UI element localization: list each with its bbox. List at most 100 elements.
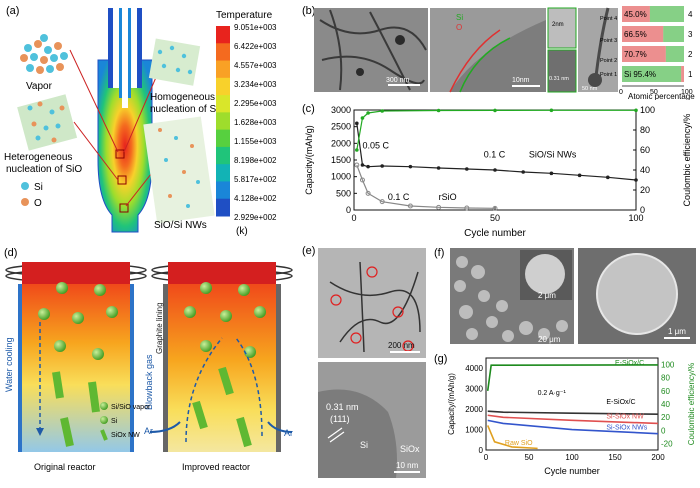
g-x-tick: 0 (484, 453, 489, 462)
x-axis-label: Cycle number (464, 228, 526, 239)
colorbar-segment (216, 198, 230, 217)
y-tick: 3000 (331, 105, 351, 115)
ar-right-label: Ar (284, 428, 293, 438)
series-line (356, 109, 636, 151)
g-series-line (487, 410, 659, 416)
atomic-bar-secondary (681, 66, 684, 82)
data-point (360, 163, 365, 167)
improved-reactor-label: Improved reactor (182, 462, 250, 472)
atomic-bar-index: 4 (688, 10, 693, 19)
scale-5: 50 nm (582, 86, 598, 92)
hetero-cluster (17, 94, 78, 151)
temperature-colorbar: 9.051e+003 6.422e+003 4.557e+003 3.234e+003… (216, 23, 277, 222)
g-label-s5: Raw SiO (505, 440, 533, 447)
improved-reactor (149, 262, 293, 452)
data-point (493, 108, 497, 113)
g-series-line (486, 425, 538, 450)
legend-vapor: Si/SiO vapor (111, 404, 151, 411)
g-y-label: Capacity/(mAh/g) (447, 373, 456, 435)
scale-1: 300 nm (386, 77, 410, 84)
colorbar-tick: 2.929e+002 (234, 213, 277, 222)
panel-b-figure: (b) 300 nm Si O 10nm 2nm 0.31 nm Point 4… (302, 5, 695, 101)
panel-c: (c) 3000 2500 2000 1500 1000 500 0 100 80 60 40 20 0… (300, 100, 700, 240)
data-point (436, 204, 442, 210)
atomic-bar-index: 1 (688, 70, 693, 79)
panel-e-label: (e) (302, 245, 315, 257)
pointer-line-2 (73, 121, 119, 181)
data-point (493, 168, 497, 172)
lattice-plane: (111) (330, 414, 350, 424)
g-label-s2: E-SiOx/C (606, 399, 635, 406)
g-rate: 0.2 A·g⁻¹ (538, 390, 567, 397)
label-si: Si (360, 440, 368, 450)
colorbar-segment (216, 43, 230, 62)
colorbar-segment (216, 60, 230, 79)
colorbar-title: Temperature (216, 10, 273, 21)
data-point (407, 203, 413, 209)
reactor-comparison: (d) (4, 247, 293, 472)
x-tick: 50 (490, 213, 500, 223)
g-label-s3: Si-SiOx NW (606, 413, 644, 420)
colorbar-tick: 4.128e+002 (234, 194, 277, 203)
g-y2-tick: 80 (661, 374, 670, 383)
data-point (521, 170, 525, 174)
data-point (464, 205, 470, 211)
homo-label-line1: Homogeneous (150, 92, 215, 103)
g-x-tick: 100 (565, 453, 579, 462)
atomic-bar-secondary (665, 46, 684, 62)
g-y-tick: 3000 (465, 385, 483, 394)
colorbar-segment (216, 146, 230, 165)
atomic-x-tick: 0 (619, 89, 623, 96)
legend-si-d: Si (111, 418, 118, 425)
g-y2-tick: -20 (661, 439, 673, 448)
annotation-01c-a: 0.1 C (484, 149, 506, 159)
y-tick: 1000 (331, 172, 351, 182)
colorbar-tick: 4.557e+003 (234, 61, 277, 70)
vapor-label: Vapor (26, 81, 53, 92)
colorbar-tick: 8.198e+002 (234, 156, 277, 165)
scale-e1: 200 nm (388, 341, 415, 350)
data-point (436, 108, 441, 113)
graphite-label: Graphite lining (155, 302, 164, 354)
legend-si: Si (456, 13, 463, 22)
panel-e-figure: (e) 200 nm 0.31 nm (111) Si SiOx 10 nm (302, 245, 426, 478)
reactor-simulation (97, 8, 153, 233)
data-point (366, 164, 370, 169)
panel-f: (f) 2 μm 20 μm 1 μm (432, 242, 700, 350)
point-3: Point 3 (600, 38, 617, 44)
y2-tick: 0 (640, 205, 645, 215)
g-y2-label: Coulombic efficiency/% (687, 363, 696, 446)
atomic-percentage-chart: 45.0% 4 66.5% 3 70.7% 2 Si 95.4% 1 0 50 100 (619, 6, 693, 96)
colorbar-tick: 5.817e+002 (234, 175, 277, 184)
panel-f-label: (f) (434, 247, 444, 259)
data-point (408, 164, 413, 169)
data-point (492, 205, 498, 211)
colorbar-tick: 1.628e+003 (234, 118, 277, 127)
hetero-label-line1: Heterogeneous (4, 152, 72, 163)
colorbar-tick: 3.234e+003 (234, 80, 277, 89)
annotation-005c: 0.05 C (362, 140, 389, 150)
lattice-spacing: 0.31 nm (326, 402, 359, 412)
legend-o: O (456, 23, 462, 32)
panel-b: (b) 300 nm Si O 10nm 2nm 0.31 nm Point 4… (300, 0, 700, 101)
atomic-bar-index: 3 (688, 30, 693, 39)
o-legend-dot (21, 198, 29, 206)
data-point (465, 167, 469, 171)
g-y-tick: 4000 (465, 364, 483, 373)
atomic-bar-index: 2 (688, 50, 693, 59)
data-point (355, 121, 359, 126)
legend-nw-mark (100, 429, 108, 441)
scale-2: 10nm (512, 77, 530, 84)
blowback-label: Blowback gas (144, 354, 154, 410)
g-label-s4: Si-SiOx NWs (606, 425, 647, 432)
data-point (606, 175, 610, 180)
series-line (356, 164, 496, 209)
data-point (549, 171, 554, 176)
g-plot-frame (485, 357, 659, 451)
atomic-bar-label: Si 95.4% (624, 70, 656, 79)
colorbar-tick: 9.051e+003 (234, 23, 277, 32)
legend-nw: SiOx NW (111, 432, 140, 439)
atomic-bar-primary (622, 26, 664, 42)
y2-tick: 20 (640, 185, 650, 195)
